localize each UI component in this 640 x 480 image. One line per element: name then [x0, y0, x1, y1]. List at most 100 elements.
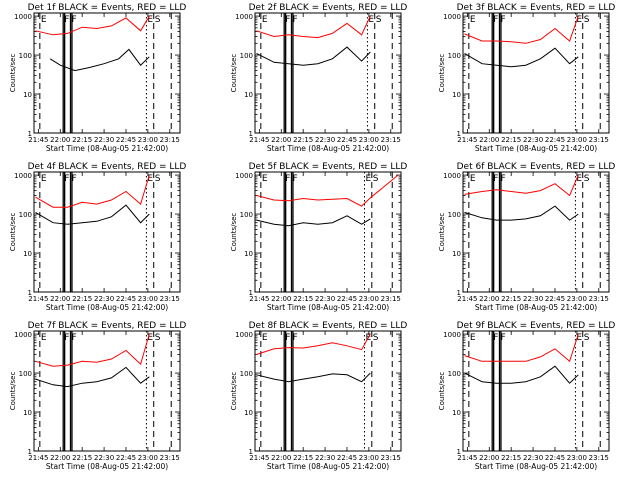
x-tick-label: 22:30	[315, 295, 335, 303]
y-tick-label: 1	[249, 130, 253, 138]
x-tick-label: 22:15	[72, 295, 92, 303]
marker-label: F	[293, 15, 298, 25]
panel-title: Det 4f BLACK = Events, RED = LLD	[28, 162, 187, 172]
y-tick-label: 1000	[443, 331, 461, 339]
marker-label: E	[470, 333, 476, 343]
x-tick-label: 22:30	[315, 136, 335, 144]
x-tick-label: 21:45	[28, 136, 48, 144]
y-tick-label: 10	[244, 91, 253, 99]
series-events-line	[464, 47, 579, 68]
y-axis-label: Counts/sec	[9, 213, 17, 252]
series-lld-line	[464, 15, 579, 44]
y-tick-label: 1	[28, 448, 32, 456]
y-axis-label: Counts/sec	[230, 54, 238, 93]
series-lld-line	[464, 333, 579, 363]
marker-label: S	[376, 15, 382, 25]
marker-label: F	[285, 174, 290, 184]
series-lld-line	[35, 174, 150, 208]
y-tick-label: 10	[23, 409, 32, 417]
marker-label: E	[41, 15, 47, 25]
x-tick-label: 23:15	[589, 295, 609, 303]
x-tick-label: 22:00	[50, 454, 70, 462]
y-axis-label: Counts/sec	[438, 213, 446, 252]
x-tick-label: 21:45	[28, 295, 48, 303]
panel-det-7: Det 7f BLACK = Events, RED = LLD 1 10 100 10…	[9, 321, 186, 471]
panel-title: Det 3f BLACK = Events, RED = LLD	[457, 3, 616, 13]
y-tick-label: 1	[249, 289, 253, 297]
y-tick-label: 10	[244, 250, 253, 258]
y-tick-label: 100	[448, 52, 461, 60]
x-tick-label: 23:00	[567, 295, 587, 303]
x-tick-label: 22:00	[479, 454, 499, 462]
x-tick-label: 22:30	[523, 136, 543, 144]
marker-label: S	[584, 333, 590, 343]
y-tick-label: 1000	[235, 172, 253, 180]
panel-title: Det 1f BLACK = Events, RED = LLD	[28, 3, 187, 13]
x-tick-label: 22:45	[545, 295, 565, 303]
x-tick-label: 22:15	[72, 136, 92, 144]
marker-label: F	[72, 333, 77, 343]
x-tick-label: 21:45	[457, 136, 477, 144]
x-tick-label: 23:00	[567, 136, 587, 144]
plot-frame	[254, 12, 402, 134]
marker-label: S	[155, 174, 161, 184]
y-tick-label: 1000	[443, 13, 461, 21]
x-tick-label: 22:30	[94, 295, 114, 303]
x-axis-label: Start Time (08-Aug-05 21:42:00)	[46, 144, 168, 153]
x-tick-label: 21:45	[249, 295, 269, 303]
marker-label: F	[493, 333, 498, 343]
y-tick-label: 1000	[14, 331, 32, 339]
y-tick-label: 10	[23, 250, 32, 258]
plot-frame	[254, 171, 402, 293]
x-tick-label: 22:45	[337, 454, 357, 462]
marker-label: F	[285, 15, 290, 25]
x-tick-label: 22:45	[337, 136, 357, 144]
panel-title: Det 9f BLACK = Events, RED = LLD	[457, 321, 616, 331]
marker-label: E	[368, 15, 374, 25]
x-tick-label: 23:00	[359, 136, 379, 144]
marker-label: E	[262, 15, 268, 25]
plot-frame	[462, 330, 610, 452]
x-tick-label: 22:30	[315, 454, 335, 462]
plot-frame	[462, 171, 610, 293]
x-tick-label: 21:45	[249, 454, 269, 462]
y-tick-label: 1000	[443, 172, 461, 180]
x-axis-label: Start Time (08-Aug-05 21:42:00)	[46, 462, 168, 471]
series-lld-line	[256, 333, 371, 355]
x-tick-label: 22:00	[479, 295, 499, 303]
marker-label: F	[64, 174, 69, 184]
marker-label: S	[373, 333, 379, 343]
y-tick-label: 1000	[14, 172, 32, 180]
y-tick-label: 100	[19, 52, 32, 60]
panel-det-3: Det 3f BLACK = Events, RED = LLD 1 10 100 10…	[438, 3, 615, 153]
x-tick-label: 22:30	[523, 295, 543, 303]
x-tick-label: 22:15	[501, 136, 521, 144]
y-axis-label: Counts/sec	[438, 54, 446, 93]
series-events-line	[35, 204, 150, 225]
panel-title: Det 8f BLACK = Events, RED = LLD	[249, 321, 408, 331]
marker-label: S	[373, 174, 379, 184]
x-tick-label: 22:00	[479, 136, 499, 144]
x-tick-label: 22:30	[94, 454, 114, 462]
marker-label: E	[576, 15, 582, 25]
series-events-line	[256, 46, 371, 66]
x-tick-label: 22:45	[545, 136, 565, 144]
panel-det-6: Det 6f BLACK = Events, RED = LLD 1 10 100 10…	[438, 162, 615, 312]
series-events-line	[464, 205, 579, 221]
x-tick-label: 23:15	[589, 136, 609, 144]
panel-det-9: Det 9f BLACK = Events, RED = LLD 1 10 100 10…	[438, 321, 615, 471]
y-tick-label: 10	[452, 91, 461, 99]
y-tick-label: 1	[28, 289, 32, 297]
x-tick-label: 22:15	[501, 454, 521, 462]
marker-label: S	[155, 333, 161, 343]
marker-label: E	[147, 174, 153, 184]
x-tick-label: 22:30	[94, 136, 114, 144]
panel-title: Det 7f BLACK = Events, RED = LLD	[28, 321, 187, 331]
x-tick-label: 22:00	[271, 295, 291, 303]
x-tick-label: 22:00	[50, 136, 70, 144]
y-tick-label: 100	[240, 52, 253, 60]
x-tick-label: 22:15	[501, 295, 521, 303]
series-lld-line	[35, 333, 150, 367]
y-tick-label: 1	[457, 289, 461, 297]
